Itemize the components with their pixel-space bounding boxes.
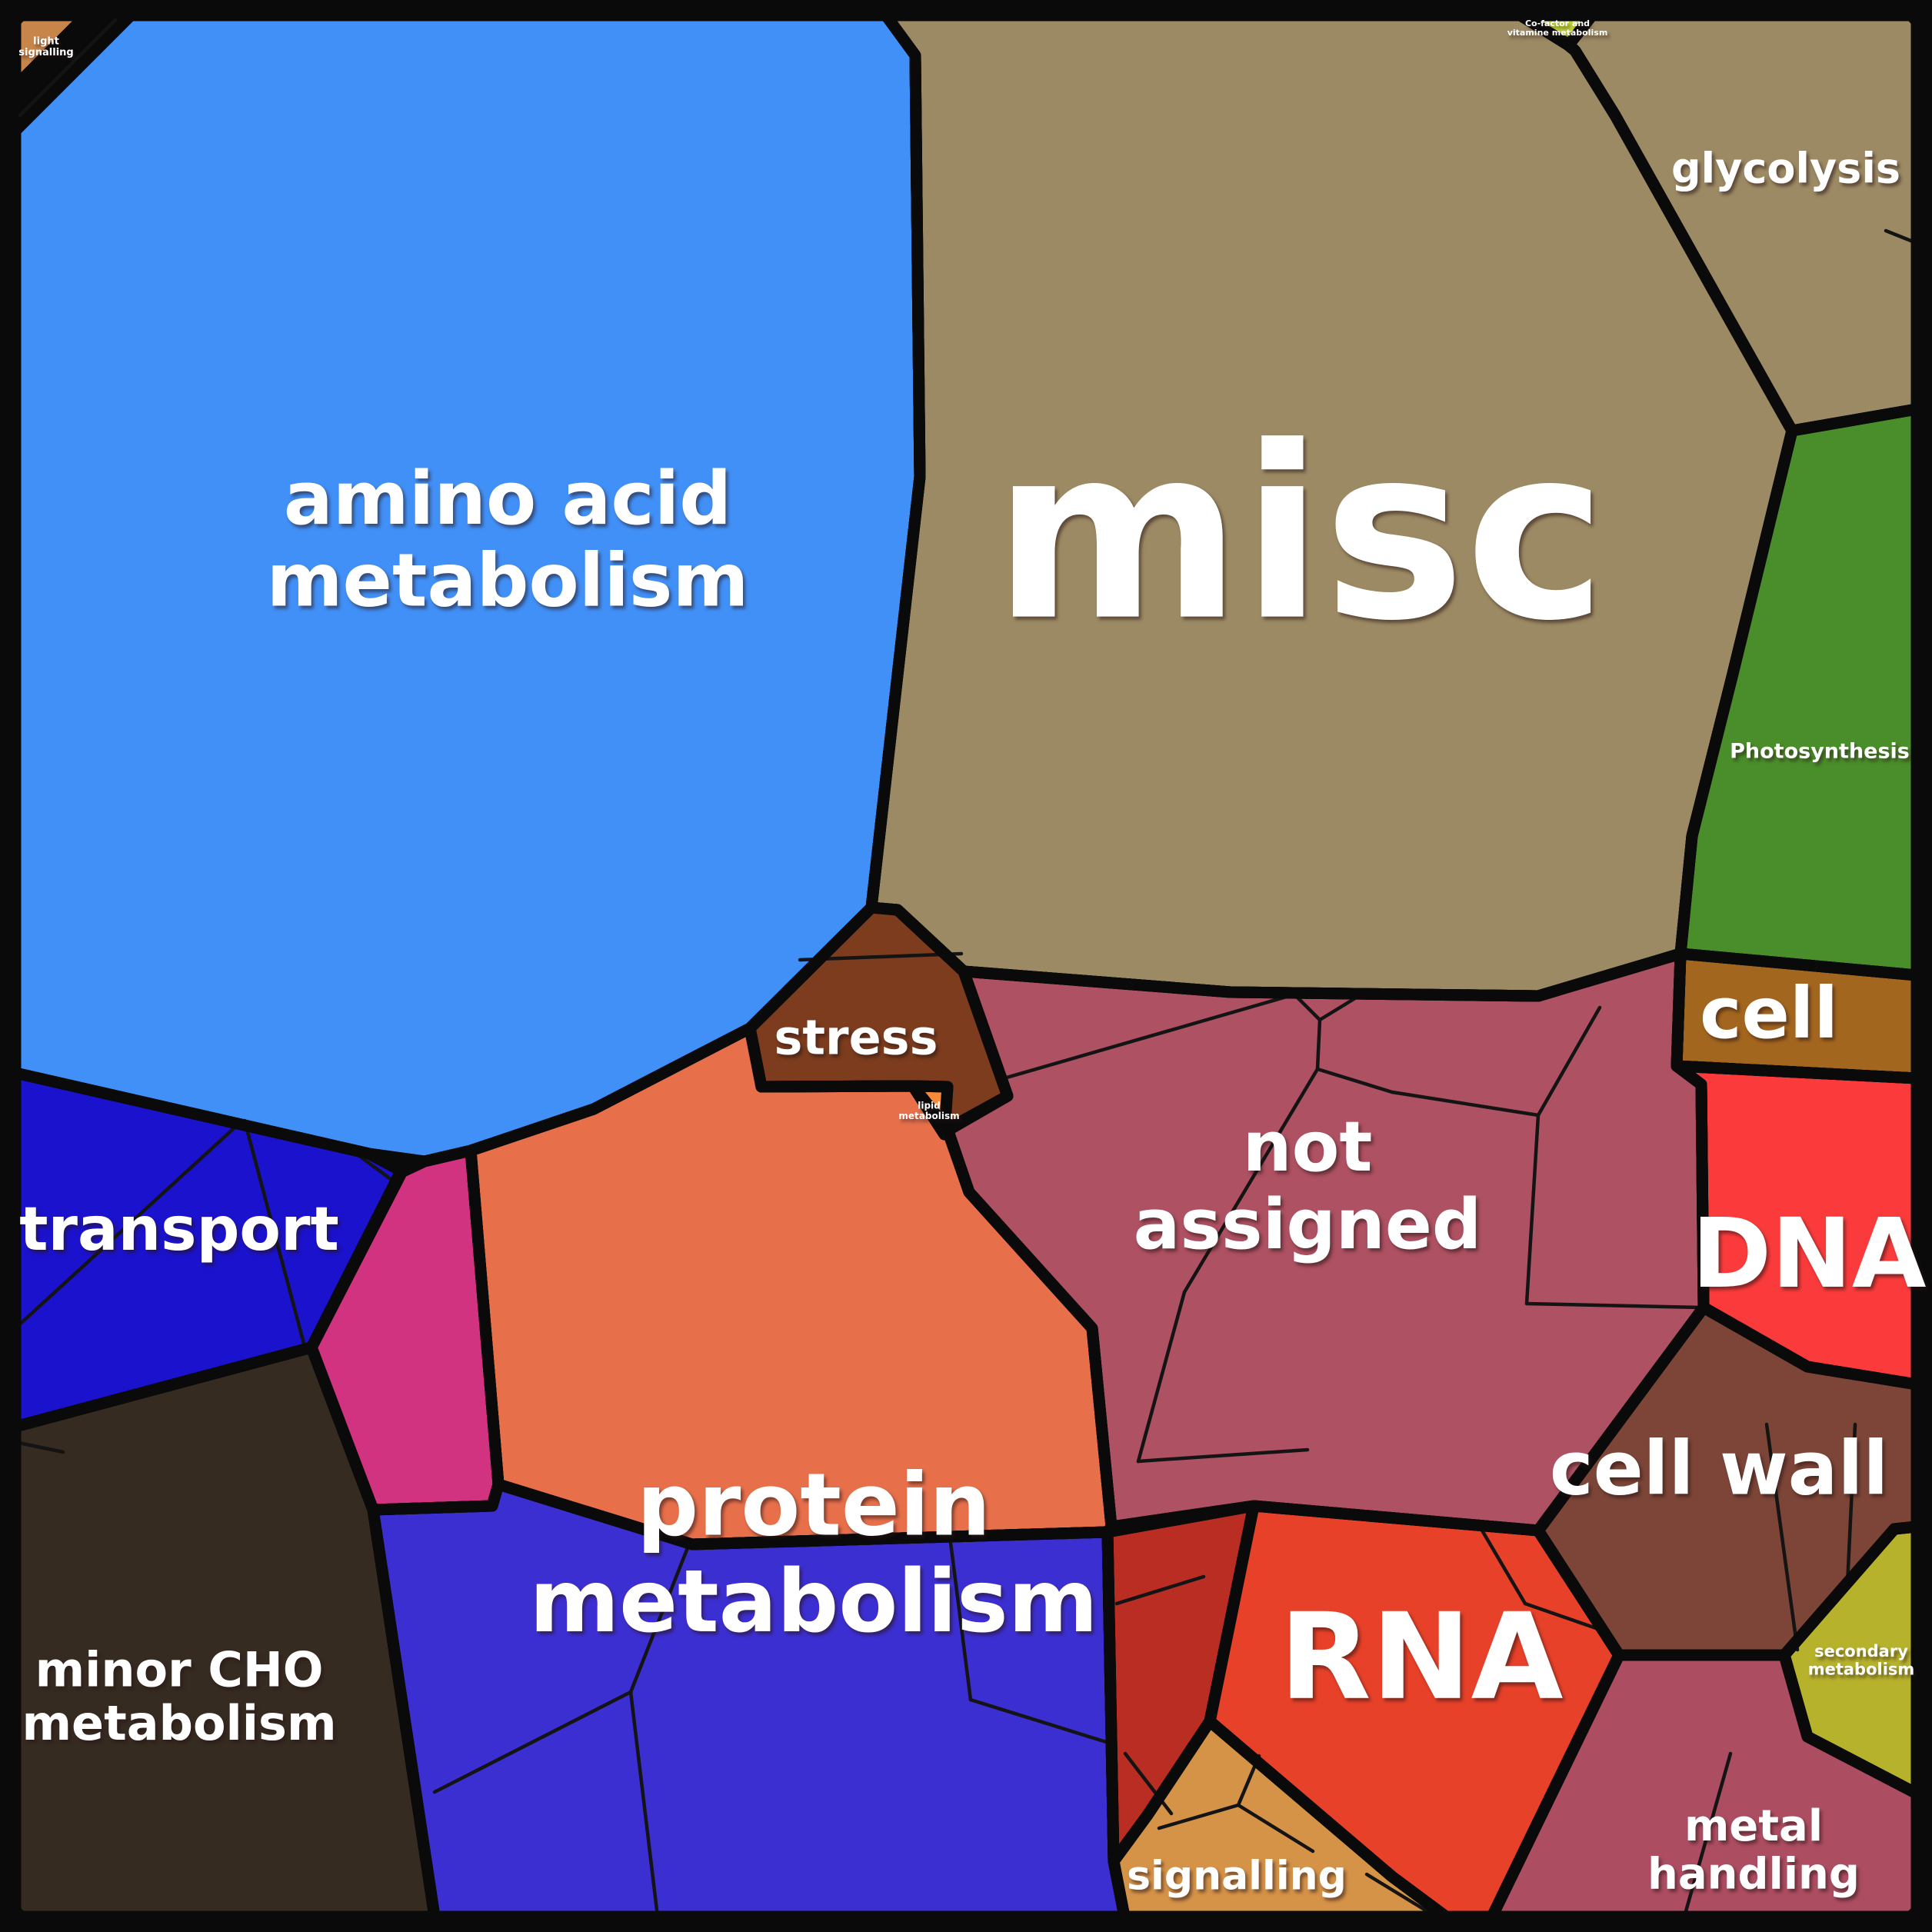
cell-label: cell — [1700, 972, 1838, 1054]
subcell-divider — [242, 1118, 308, 1354]
subcell-divider — [1536, 1005, 1602, 1118]
amino-acid-metabolism-label: amino acid metabolism — [267, 457, 749, 623]
secondary-metabolism-label: secondary metabolism — [1808, 1642, 1915, 1679]
subcell-divider — [432, 1690, 633, 1794]
subcell-divider — [1682, 1751, 1733, 1919]
subcell-divider — [1845, 1422, 1857, 1587]
subcell-divider — [1364, 1872, 1438, 1919]
misc-label: misc — [993, 396, 1607, 674]
subcell-divider — [1474, 1519, 1527, 1606]
subcell-divider — [18, 18, 118, 118]
subcell-divider — [1315, 1018, 1322, 1071]
subcell-divider — [1123, 1751, 1174, 1816]
subcell-divider — [13, 1440, 65, 1454]
signalling-label: signalling — [1127, 1854, 1347, 1900]
transport-label: transport — [19, 1195, 339, 1264]
subcell-divider — [948, 1534, 973, 1702]
rna-label: RNA — [1279, 1587, 1563, 1727]
subcell-divider — [1390, 1090, 1541, 1118]
subcell-divider — [1136, 1290, 1187, 1464]
metal-handling-label: metal handling — [1647, 1801, 1860, 1900]
dna-label: DNA — [1691, 1198, 1926, 1310]
light-signalling-label: light signalling — [18, 35, 73, 58]
subcell-divider — [1523, 1601, 1601, 1631]
cofactor-vitamine-metabolism-label: Co-factor and vitamine metabolism — [1507, 18, 1608, 38]
subcell-divider — [628, 1544, 691, 1694]
lipid-metabolism-label: lipid metabolism — [898, 1101, 959, 1121]
subcell-divider — [1236, 1803, 1315, 1854]
subcell-divider — [1524, 1113, 1541, 1306]
subcell-divider — [1764, 1422, 1800, 1652]
not-assigned-label: not assigned — [1134, 1107, 1482, 1265]
subcell-divider — [999, 992, 1297, 1081]
glycolysis-label: glycolysis — [1671, 144, 1900, 192]
subcell-divider — [968, 1697, 1116, 1747]
subcell-divider — [1524, 1301, 1704, 1310]
subcell-divider — [628, 1690, 660, 1919]
subcell-divider — [1315, 1067, 1394, 1094]
subcell-divider — [1157, 1803, 1241, 1830]
subcell-divider — [1136, 1447, 1310, 1464]
stress-label: stress — [774, 1009, 938, 1065]
minor-cho-metabolism-label: minor CHO metabolism — [22, 1642, 336, 1751]
protein-metabolism-lower-label: protein metabolism — [529, 1456, 1098, 1652]
subcell-divider — [13, 1118, 245, 1331]
photosynthesis-label: Photosynthesis — [1730, 740, 1910, 764]
subcell-divider — [1182, 1067, 1320, 1294]
cell-wall-label: cell wall — [1550, 1426, 1889, 1512]
subcell-divider — [1114, 1574, 1206, 1606]
